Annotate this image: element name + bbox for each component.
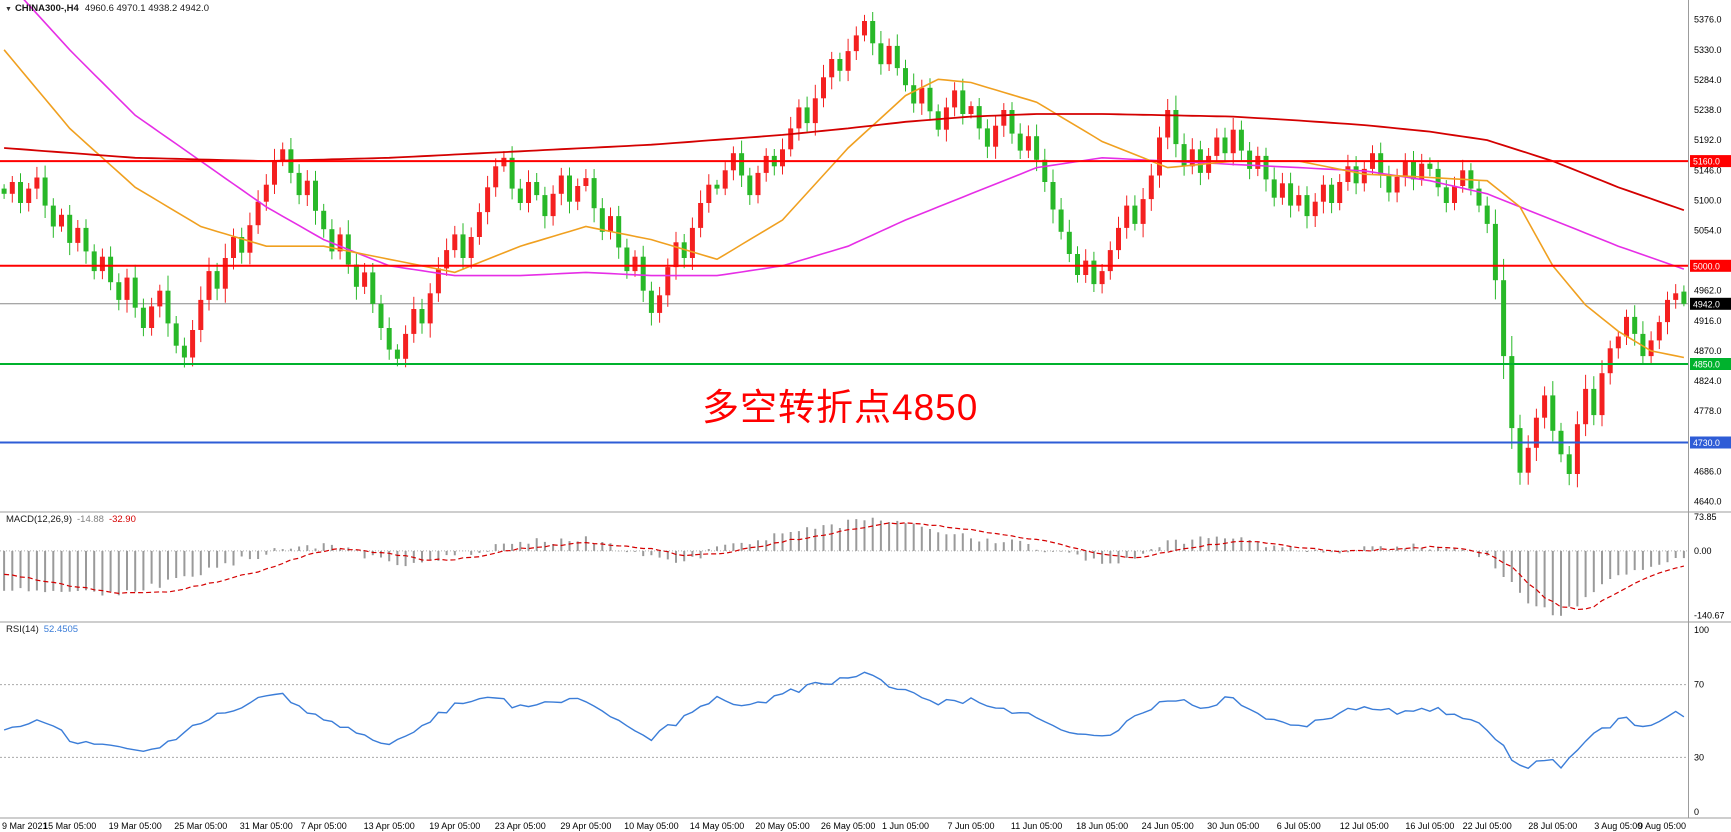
- svg-text:5192.0: 5192.0: [1694, 135, 1722, 145]
- svg-text:5160.0: 5160.0: [1693, 157, 1720, 167]
- macd-signal-line: [4, 522, 1685, 611]
- svg-text:5330.0: 5330.0: [1694, 45, 1722, 55]
- macd-axis: 73.85 0.00 -140.67: [1694, 512, 1725, 621]
- svg-text:5000.0: 5000.0: [1693, 261, 1720, 271]
- rsi-panel: 100 70 30 0: [0, 625, 1709, 817]
- svg-text:24 Jun 05:00: 24 Jun 05:00: [1142, 821, 1194, 831]
- svg-text:28 Jul 05:00: 28 Jul 05:00: [1528, 821, 1577, 831]
- symbol-name: CHINA300-,H4: [14, 3, 79, 14]
- svg-text:4640.0: 4640.0: [1694, 497, 1722, 507]
- ma-mid-orange: [3, 49, 1685, 359]
- macd-value-main: -14.88: [77, 514, 104, 525]
- svg-text:5284.0: 5284.0: [1694, 75, 1722, 85]
- svg-text:4870.0: 4870.0: [1694, 346, 1722, 356]
- svg-text:9 Mar 2021: 9 Mar 2021: [2, 821, 48, 831]
- rsi-name: RSI(14): [6, 624, 39, 635]
- turning-point-annotation: 多空转折点4850: [702, 387, 979, 428]
- svg-text:100: 100: [1694, 625, 1709, 635]
- svg-text:16 Jul 05:00: 16 Jul 05:00: [1405, 821, 1454, 831]
- svg-text:30 Jun 05:00: 30 Jun 05:00: [1207, 821, 1259, 831]
- svg-text:1 Jun 05:00: 1 Jun 05:00: [882, 821, 929, 831]
- svg-text:0.00: 0.00: [1694, 546, 1712, 556]
- svg-text:5376.0: 5376.0: [1694, 15, 1722, 25]
- svg-text:5146.0: 5146.0: [1694, 165, 1722, 175]
- svg-text:23 Apr 05:00: 23 Apr 05:00: [495, 821, 546, 831]
- rsi-value: 52.4505: [43, 624, 79, 635]
- candles-layer: [1, 12, 1687, 488]
- svg-text:73.85: 73.85: [1694, 512, 1717, 522]
- macd-value-signal: -32.90: [108, 514, 136, 525]
- price-tag-5160.0: 5160.0: [1690, 155, 1731, 168]
- price-tag-4850.0: 4850.0: [1690, 358, 1731, 370]
- rsi-line: [3, 671, 1685, 770]
- svg-text:10 May 05:00: 10 May 05:00: [624, 821, 679, 831]
- svg-text:4686.0: 4686.0: [1694, 466, 1722, 476]
- svg-text:29 Apr 05:00: 29 Apr 05:00: [560, 821, 611, 831]
- svg-text:19 Mar 05:00: 19 Mar 05:00: [109, 821, 162, 831]
- current-price-tag: 4942.0: [1690, 297, 1731, 310]
- symbol-marker-icon: ▼: [5, 6, 12, 13]
- svg-text:4778.0: 4778.0: [1694, 406, 1722, 416]
- svg-text:5238.0: 5238.0: [1694, 105, 1722, 115]
- svg-text:14 May 05:00: 14 May 05:00: [690, 821, 745, 831]
- rsi-axis: 100 70 30 0: [1694, 625, 1709, 817]
- svg-text:-140.67: -140.67: [1694, 611, 1725, 621]
- svg-text:7 Apr 05:00: 7 Apr 05:00: [301, 821, 347, 831]
- rsi-indicator-label: RSI(14) 52.4505: [6, 624, 78, 635]
- svg-text:15 Mar 05:00: 15 Mar 05:00: [43, 821, 96, 831]
- svg-text:4824.0: 4824.0: [1694, 376, 1722, 386]
- svg-text:4850.0: 4850.0: [1693, 360, 1720, 370]
- svg-text:25 Mar 05:00: 25 Mar 05:00: [174, 821, 227, 831]
- price-tag-5000.0: 5000.0: [1690, 259, 1731, 272]
- svg-text:6 Jul 05:00: 6 Jul 05:00: [1277, 821, 1321, 831]
- svg-text:9 Aug 05:00: 9 Aug 05:00: [1638, 821, 1686, 831]
- macd-indicator-label: MACD(12,26,9) -14.88 -32.90: [6, 514, 136, 525]
- symbol-ohlc-values: 4960.6 4970.1 4938.2 4942.0: [84, 3, 209, 14]
- svg-text:5054.0: 5054.0: [1694, 226, 1722, 236]
- svg-text:22 Jul 05:00: 22 Jul 05:00: [1463, 821, 1512, 831]
- svg-text:4962.0: 4962.0: [1694, 286, 1722, 296]
- svg-text:7 Jun 05:00: 7 Jun 05:00: [947, 821, 994, 831]
- svg-text:31 Mar 05:00: 31 Mar 05:00: [240, 821, 293, 831]
- svg-text:20 May 05:00: 20 May 05:00: [755, 821, 810, 831]
- price-axis: 5376.0 5330.0 5284.0 5238.0 5192.0 5146.0 5100…: [1690, 15, 1731, 507]
- main-price-panel: [0, 0, 1688, 488]
- svg-text:12 Jul 05:00: 12 Jul 05:00: [1340, 821, 1389, 831]
- svg-text:30: 30: [1694, 752, 1704, 762]
- macd-name: MACD(12,26,9): [6, 514, 72, 525]
- svg-text:5100.0: 5100.0: [1694, 195, 1722, 205]
- svg-text:3 Aug 05:00: 3 Aug 05:00: [1594, 821, 1642, 831]
- symbol-header: ▼ CHINA300-,H4 4960.6 4970.1 4938.2 4942.0: [5, 3, 209, 14]
- svg-text:11 Jun 05:00: 11 Jun 05:00: [1011, 821, 1062, 831]
- svg-text:18 Jun 05:00: 18 Jun 05:00: [1076, 821, 1128, 831]
- svg-text:70: 70: [1694, 680, 1704, 690]
- svg-text:13 Apr 05:00: 13 Apr 05:00: [364, 821, 415, 831]
- macd-panel: 73.85 0.00 -140.67: [0, 512, 1725, 621]
- svg-text:4942.0: 4942.0: [1693, 299, 1720, 309]
- ma-long-magenta: [23, 0, 1685, 277]
- svg-text:0: 0: [1694, 807, 1699, 817]
- price-tag-4730.0: 4730.0: [1690, 436, 1731, 449]
- svg-text:26 May 05:00: 26 May 05:00: [821, 821, 876, 831]
- svg-text:4730.0: 4730.0: [1693, 438, 1720, 448]
- macd-histogram: [3, 517, 1685, 616]
- svg-text:4916.0: 4916.0: [1694, 316, 1722, 326]
- svg-text:19 Apr 05:00: 19 Apr 05:00: [429, 821, 480, 831]
